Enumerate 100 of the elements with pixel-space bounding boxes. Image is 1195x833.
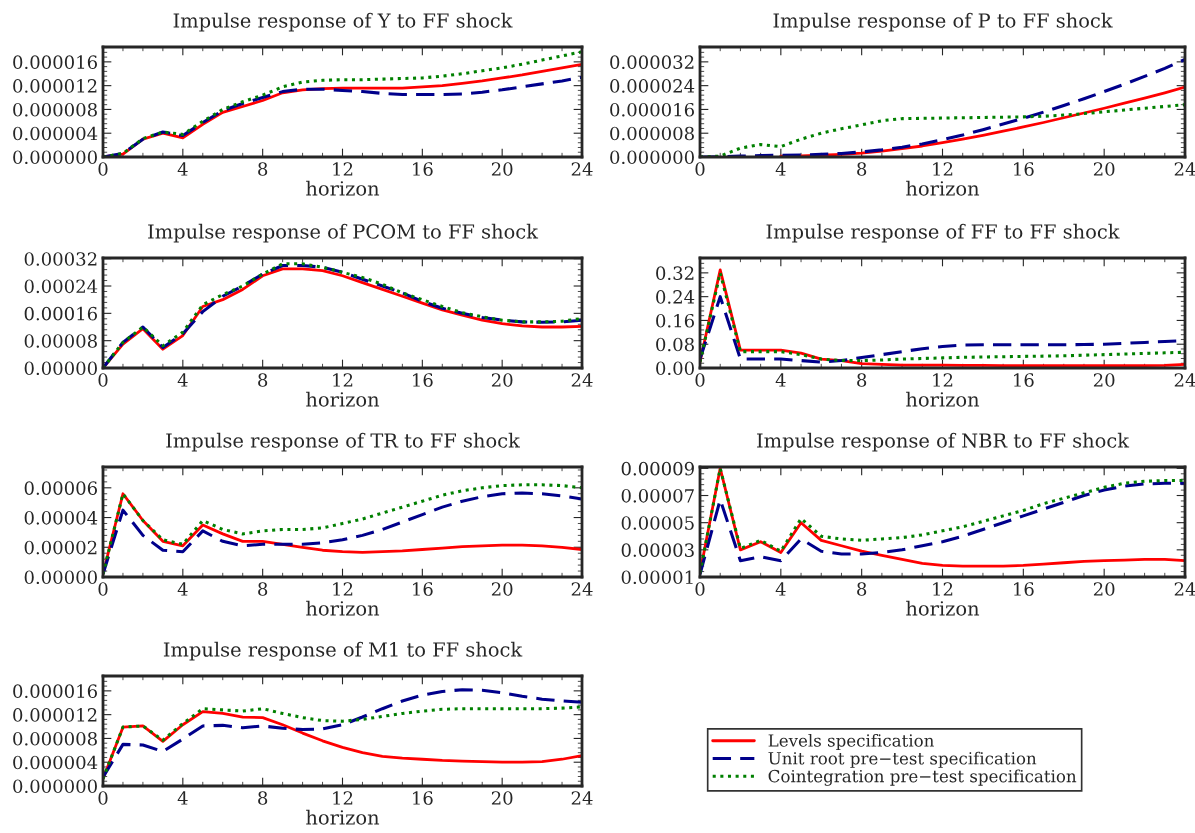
y-tick-label: 0.000004 <box>13 755 98 770</box>
y-tick-label: 0.000012 <box>13 79 97 93</box>
y-tick-label: 0.00009 <box>621 461 694 476</box>
y-tick-label: 0.00 <box>656 361 694 376</box>
y-tick-label: 0.16 <box>656 313 694 328</box>
x-tick-label: 12 <box>933 582 953 596</box>
x-tick-label: 8 <box>857 373 867 387</box>
x-tick-label: 0 <box>695 373 705 387</box>
x-tick-label: 0 <box>98 373 108 387</box>
x-tick-label: 4 <box>177 791 188 805</box>
x-tick-label: 4 <box>177 373 188 387</box>
x-tick-label: 4 <box>775 162 786 176</box>
x-tick-label: 12 <box>333 582 353 596</box>
x-tick-label: 12 <box>933 162 953 176</box>
y-tick-label: 0.000032 <box>610 55 694 69</box>
x-tick-label: 16 <box>413 582 433 596</box>
x-tick-label: 12 <box>333 373 353 387</box>
x-tick-label: 8 <box>258 162 268 176</box>
y-tick-label: 0.24 <box>656 290 695 304</box>
chart-title: Impulse response of PCOM to FF shock <box>148 223 539 243</box>
x-tick-label: 4 <box>177 162 188 176</box>
x-tick-label: 0 <box>695 582 705 596</box>
x-tick-label: 20 <box>1093 162 1115 176</box>
x-tick-label: 24 <box>571 582 593 596</box>
y-tick-label: 0.000004 <box>13 126 98 141</box>
x-axis-title: horizon <box>906 180 980 196</box>
x-tick-label: 0 <box>695 162 705 176</box>
x-tick-label: 16 <box>1014 373 1034 387</box>
x-tick-label: 4 <box>177 582 188 596</box>
y-tick-label: 0.00007 <box>621 488 694 503</box>
y-tick-label: 0.00001 <box>621 570 693 585</box>
y-tick-label: 0.00002 <box>24 540 97 555</box>
y-tick-label: 0.00005 <box>621 516 694 530</box>
y-tick-label: 0.00003 <box>621 543 694 557</box>
x-tick-label: 8 <box>857 582 867 596</box>
x-tick-label: 12 <box>333 162 353 176</box>
y-tick-label: 0.08 <box>656 337 694 352</box>
x-tick-label: 8 <box>857 162 867 176</box>
x-tick-label: 20 <box>1093 373 1115 387</box>
chart-title: Impulse response of Y to FF shock <box>173 12 513 32</box>
x-tick-label: 12 <box>933 373 953 387</box>
x-axis-title: horizon <box>306 809 380 825</box>
x-tick-label: 8 <box>258 582 268 596</box>
x-tick-label: 24 <box>1174 373 1195 387</box>
y-tick-label: 0.000008 <box>13 102 97 117</box>
x-axis-title: horizon <box>906 391 980 407</box>
y-tick-label: 0.00016 <box>24 306 97 321</box>
y-tick-label: 0.000000 <box>13 150 97 165</box>
x-tick-label: 20 <box>491 791 513 805</box>
chart-title: Impulse response of NBR to FF shock <box>757 432 1130 452</box>
legend-label: Cointegration pre−test specification <box>768 769 1077 786</box>
y-tick-label: 0.00006 <box>24 481 97 495</box>
y-tick-label: 0.00000 <box>24 570 97 585</box>
x-axis-title: horizon <box>306 600 380 616</box>
x-tick-label: 24 <box>571 162 593 176</box>
x-tick-label: 20 <box>491 582 513 596</box>
x-axis-title: horizon <box>306 391 380 407</box>
chart-title: Impulse response of TR to FF shock <box>166 432 520 452</box>
legend-label: Levels specification <box>768 733 934 751</box>
y-tick-label: 0.000016 <box>13 684 97 698</box>
x-tick-label: 4 <box>775 373 786 387</box>
x-tick-label: 12 <box>333 791 353 805</box>
x-tick-label: 16 <box>413 791 433 805</box>
x-tick-label: 20 <box>491 162 513 176</box>
y-tick-label: 0.000000 <box>13 779 97 794</box>
chart-title: Impulse response of FF to FF shock <box>766 223 1120 243</box>
y-tick-label: 0.00000 <box>24 361 97 376</box>
y-tick-label: 0.32 <box>656 266 694 280</box>
y-tick-label: 0.000008 <box>610 126 694 141</box>
x-tick-label: 16 <box>413 162 433 176</box>
y-tick-label: 0.000016 <box>13 55 97 69</box>
x-tick-label: 16 <box>1014 582 1034 596</box>
y-tick-label: 0.000008 <box>13 731 97 746</box>
x-axis-title: horizon <box>906 600 980 616</box>
x-tick-label: 24 <box>571 791 593 805</box>
x-tick-label: 4 <box>775 582 786 596</box>
legend-label: Unit root pre−test specification <box>768 751 1037 768</box>
x-axis-title: horizon <box>306 180 380 196</box>
x-tick-label: 24 <box>571 373 593 387</box>
x-tick-label: 24 <box>1174 582 1195 596</box>
y-tick-label: 0.00032 <box>24 252 97 266</box>
y-tick-label: 0.00008 <box>24 334 97 348</box>
y-tick-label: 0.00024 <box>24 279 98 294</box>
x-tick-label: 16 <box>1014 162 1034 176</box>
x-tick-label: 16 <box>413 373 433 387</box>
x-tick-label: 20 <box>1093 582 1115 596</box>
y-tick-label: 0.000012 <box>13 708 97 722</box>
chart-title: Impulse response of P to FF shock <box>773 12 1113 32</box>
y-tick-label: 0.000024 <box>610 79 695 93</box>
y-tick-label: 0.00004 <box>24 511 98 525</box>
x-tick-label: 0 <box>98 162 108 176</box>
chart-title: Impulse response of M1 to FF shock <box>163 641 523 661</box>
x-tick-label: 24 <box>1174 162 1195 176</box>
y-tick-label: 0.000016 <box>610 102 694 117</box>
x-tick-label: 0 <box>98 582 108 596</box>
line-series <box>103 688 582 779</box>
x-tick-label: 0 <box>98 791 108 805</box>
x-tick-label: 8 <box>258 791 268 805</box>
x-tick-label: 20 <box>491 373 513 387</box>
y-tick-label: 0.000000 <box>610 150 694 165</box>
